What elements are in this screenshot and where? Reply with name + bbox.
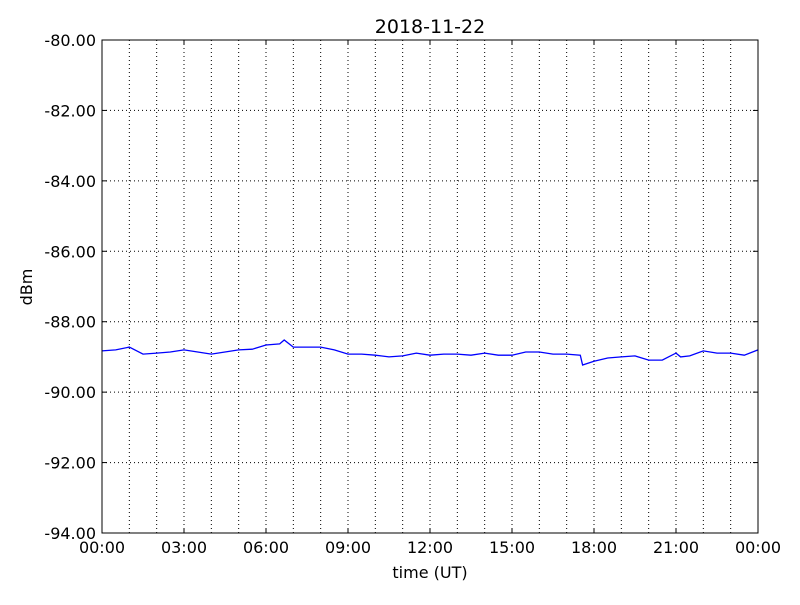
x-tick-label: 00:00 — [735, 538, 781, 557]
x-axis-label: time (UT) — [392, 563, 467, 582]
y-tick-label: -92.00 — [44, 454, 96, 473]
x-tick-label: 09:00 — [325, 538, 371, 557]
y-tick-label: -86.00 — [44, 242, 96, 261]
y-tick-label: -84.00 — [44, 172, 96, 191]
x-tick-label: 21:00 — [653, 538, 699, 557]
x-tick-label: 12:00 — [407, 538, 453, 557]
chart-title: 2018-11-22 — [375, 16, 485, 38]
x-tick-label: 18:00 — [571, 538, 617, 557]
y-tick-label: -82.00 — [44, 101, 96, 120]
y-axis-label: dBm — [17, 269, 36, 306]
series-line — [101, 339, 759, 366]
x-tick-label: 06:00 — [243, 538, 289, 557]
x-tick-label: 03:00 — [161, 538, 207, 557]
plot-frame — [101, 39, 759, 534]
y-tick-label: -90.00 — [44, 383, 96, 402]
y-tick-label: -80.00 — [44, 31, 96, 50]
x-tick-label: 00:00 — [79, 538, 125, 557]
y-tick-label: -94.00 — [44, 524, 96, 543]
y-tick-label: -88.00 — [44, 313, 96, 332]
x-tick-label: 15:00 — [489, 538, 535, 557]
